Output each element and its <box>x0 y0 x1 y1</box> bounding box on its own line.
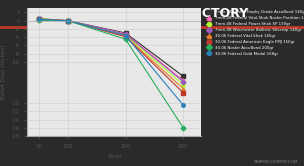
7mm-08 Winchester Ballistic Silvertip 140gr <box>66 20 70 22</box>
7mm-08 Federal Vital-Shok Nosler Partition 140gr <box>124 33 127 35</box>
30-06 Federal Gold Medal 168gr <box>124 35 127 37</box>
7mm-08 Federal Vital-Shok Nosler Partition 140gr <box>37 18 41 20</box>
Y-axis label: Bullet Drop (Inches): Bullet Drop (Inches) <box>1 45 6 99</box>
7mm-08 Federal Vital-Shok Nosler Partition 140gr <box>66 20 70 22</box>
30-06 Nosler AccuBond 200gr <box>37 19 41 21</box>
30-06 Federal Gold Medal 168gr <box>66 20 70 22</box>
Line: 30-06 Nosler AccuBond 200gr: 30-06 Nosler AccuBond 200gr <box>37 19 185 130</box>
30-06 Federal Vital-Shok 165gr <box>124 35 127 37</box>
Text: SNIPERCOUNTRY.COM: SNIPERCOUNTRY.COM <box>254 160 298 164</box>
30-06 Nosler AccuBond 200gr <box>124 38 127 40</box>
7mm-08 Winchester Ballistic Silvertip 140gr <box>124 33 127 35</box>
30-06 Federal American Eagle FMJ 150gr <box>124 36 127 38</box>
7mm-08 Winchester Ballistic Silvertip 140gr <box>37 18 41 20</box>
Line: 30-06 Federal Vital-Shok 165gr: 30-06 Federal Vital-Shok 165gr <box>37 18 185 90</box>
30-06 Federal Vital-Shok 165gr <box>37 19 41 21</box>
Text: SHORT RANGE TRAJECTORY: SHORT RANGE TRAJECTORY <box>56 7 248 20</box>
7mm-08 Federal Vital-Shok Nosler Partition 140gr <box>181 80 185 82</box>
30-06 Federal Gold Medal 168gr <box>181 104 185 106</box>
7mm-08 Nosler Trophy Grade AccuBond 140gr <box>66 20 70 22</box>
7mm-08 Nosler Trophy Grade AccuBond 140gr <box>37 18 41 20</box>
Line: 7mm-08 Federal Vital-Shok Nosler Partition 140gr: 7mm-08 Federal Vital-Shok Nosler Partiti… <box>37 18 185 82</box>
7mm-08 Federal Power-Shok SP 139gr <box>124 34 127 36</box>
7mm-08 Nosler Trophy Grade AccuBond 140gr <box>124 32 127 34</box>
X-axis label: Yards: Yards <box>107 154 121 159</box>
7mm-08 Winchester Ballistic Silvertip 140gr <box>181 81 185 83</box>
7mm-08 Federal Power-Shok SP 139gr <box>37 18 41 20</box>
30-06 Federal Vital-Shok 165gr <box>181 88 185 90</box>
Line: 30-06 Federal American Eagle FMJ 150gr: 30-06 Federal American Eagle FMJ 150gr <box>37 18 185 95</box>
30-06 Nosler AccuBond 200gr <box>181 127 185 129</box>
7mm-08 Federal Power-Shok SP 139gr <box>181 84 185 86</box>
30-06 Federal American Eagle FMJ 150gr <box>37 18 41 20</box>
7mm-08 Nosler Trophy Grade AccuBond 140gr <box>181 75 185 77</box>
30-06 Federal American Eagle FMJ 150gr <box>181 92 185 94</box>
30-06 Federal Vital-Shok 165gr <box>66 20 70 22</box>
Line: 7mm-08 Federal Power-Shok SP 139gr: 7mm-08 Federal Power-Shok SP 139gr <box>37 17 185 86</box>
30-06 Nosler AccuBond 200gr <box>66 20 70 22</box>
Line: 7mm-08 Winchester Ballistic Silvertip 140gr: 7mm-08 Winchester Ballistic Silvertip 14… <box>37 17 185 83</box>
Line: 7mm-08 Nosler Trophy Grade AccuBond 140gr: 7mm-08 Nosler Trophy Grade AccuBond 140g… <box>37 17 185 78</box>
30-06 Federal American Eagle FMJ 150gr <box>66 20 70 22</box>
Line: 30-06 Federal Gold Medal 168gr: 30-06 Federal Gold Medal 168gr <box>37 18 185 107</box>
7mm-08 Federal Power-Shok SP 139gr <box>66 20 70 22</box>
Legend: 7mm-08 Nosler Trophy Grade AccuBond 140gr, 7mm-08 Federal Vital-Shok Nosler Part: 7mm-08 Nosler Trophy Grade AccuBond 140g… <box>206 10 304 56</box>
30-06 Federal Gold Medal 168gr <box>37 18 41 20</box>
